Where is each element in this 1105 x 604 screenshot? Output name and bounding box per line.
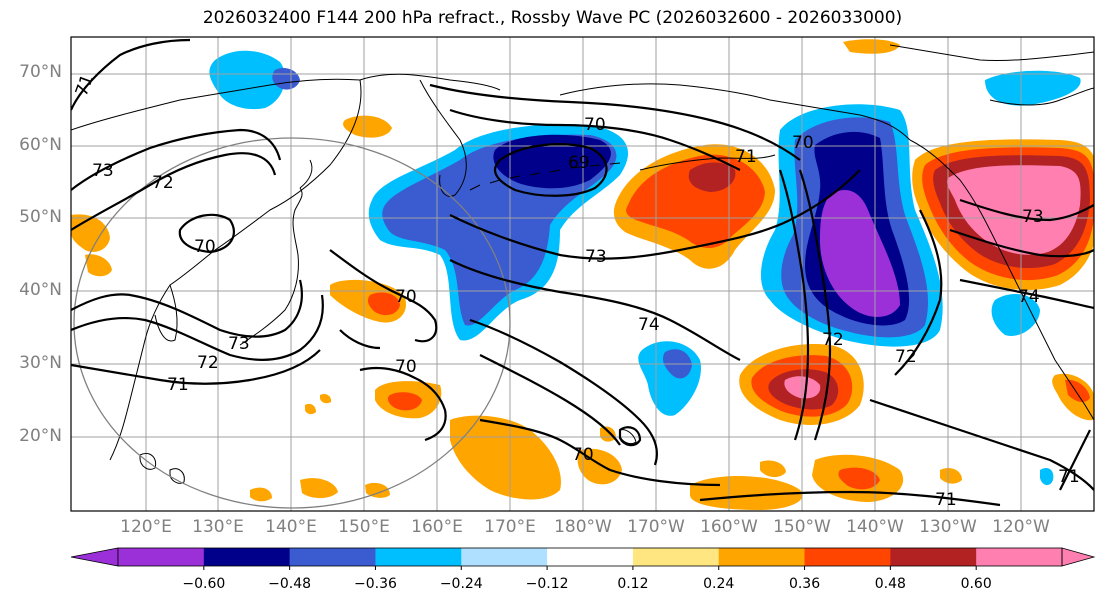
colorbar-extend-min — [70, 547, 119, 567]
colorbar-tick-label: 0.36 — [788, 576, 821, 592]
negative-anomaly-northwest-pacific — [368, 124, 629, 341]
contour-label: 73 — [92, 161, 114, 181]
contour-label: 73 — [585, 247, 607, 267]
lon-label: 140°W — [846, 517, 904, 537]
reference-circle — [73, 137, 511, 509]
colorbar-tick-label: −0.48 — [268, 576, 312, 592]
lat-label-50n: 50°N — [19, 207, 62, 227]
colorbar-segment — [203, 548, 291, 566]
colorbar-tick-label: 0.24 — [703, 576, 735, 592]
contour-labels: 71 73 72 70 69 70 71 70 73 74 70 72 73 7… — [72, 72, 1080, 510]
plot-frame — [70, 36, 1095, 512]
contour-label: 70 — [194, 237, 216, 257]
colorbar-tick-label: 0.60 — [960, 576, 992, 592]
contour-label: 71 — [935, 490, 957, 510]
lon-label: 180°W — [554, 517, 612, 537]
lon-label: 150°E — [338, 517, 390, 537]
contour-label: 74 — [1018, 287, 1040, 307]
contour-label: 70 — [395, 287, 417, 307]
contour-label: 70 — [792, 133, 814, 153]
contour-label: 74 — [638, 315, 660, 335]
colorbar-segment — [632, 548, 720, 566]
colorbar-tick-label: −0.36 — [354, 576, 397, 592]
lon-label: 130°E — [192, 517, 244, 537]
contour-label: 73 — [228, 334, 250, 354]
lon-label: 120°E — [120, 517, 172, 537]
contour-label: 72 — [152, 173, 174, 193]
negative-anomaly-small — [1040, 468, 1054, 486]
contour-label: 70 — [584, 115, 606, 135]
colorbar-tick-label: −0.24 — [439, 576, 483, 592]
negative-anomaly-northeast-pacific — [760, 104, 943, 347]
colorbar-segment — [804, 548, 891, 566]
contour-label: 69 — [568, 153, 590, 173]
lat-label-40n: 40°N — [19, 280, 62, 300]
lon-label: 130°W — [919, 517, 977, 537]
lat-label-30n: 30°N — [19, 353, 62, 373]
lon-label: 140°E — [265, 517, 317, 537]
colorbar-tick-label: −0.60 — [182, 576, 226, 592]
negative-anomaly-arctic — [985, 70, 1081, 106]
colorbar-segment — [976, 548, 1063, 566]
lat-label-60n: 60°N — [19, 135, 62, 155]
refractivity-contours — [71, 38, 1094, 507]
lon-label: 160°E — [411, 517, 463, 537]
colorbar-segment — [289, 548, 376, 566]
colorbar-segment — [890, 548, 977, 566]
lon-label: 120°W — [992, 517, 1050, 537]
contour-label: 73 — [1022, 207, 1044, 227]
negative-anomaly-siberia — [209, 50, 285, 110]
colorbar-segment — [118, 548, 205, 566]
colorbar-extend-max — [1061, 547, 1096, 567]
colorbar-tick-label: 0.48 — [874, 576, 906, 592]
map-title: 2026032400 F144 200 hPa refract., Rossby… — [202, 8, 903, 28]
coastlines — [71, 44, 1094, 484]
colorbar-segment — [461, 548, 548, 566]
lon-label: 160°W — [700, 517, 758, 537]
lat-label-70n: 70°N — [19, 62, 62, 82]
colorbar-segment — [375, 548, 462, 566]
lon-label: 170°E — [484, 517, 536, 537]
contour-label: 71 — [1058, 467, 1080, 487]
contour-label: 72 — [895, 347, 917, 367]
contour-label: 70 — [572, 445, 594, 465]
lon-label: 170°W — [627, 517, 685, 537]
negative-anomaly-siberia-core — [272, 68, 300, 90]
contour-label: 70 — [395, 357, 417, 377]
colorbar-tick-label: 0.12 — [617, 576, 649, 592]
lat-label-20n: 20°N — [19, 426, 62, 446]
contour-label: 71 — [167, 375, 189, 395]
contour-label: 72 — [822, 330, 844, 350]
contour-label: 72 — [197, 353, 219, 373]
colorbar-segment — [718, 548, 806, 566]
colorbar-tick-label: −0.12 — [525, 576, 569, 592]
colorbar-frame — [117, 547, 1063, 567]
negative-anomaly-california — [991, 294, 1040, 336]
colorbar-segment — [547, 548, 634, 566]
colorbar — [70, 547, 1096, 570]
lon-label: 150°W — [773, 517, 831, 537]
contour-label: 71 — [735, 147, 757, 167]
